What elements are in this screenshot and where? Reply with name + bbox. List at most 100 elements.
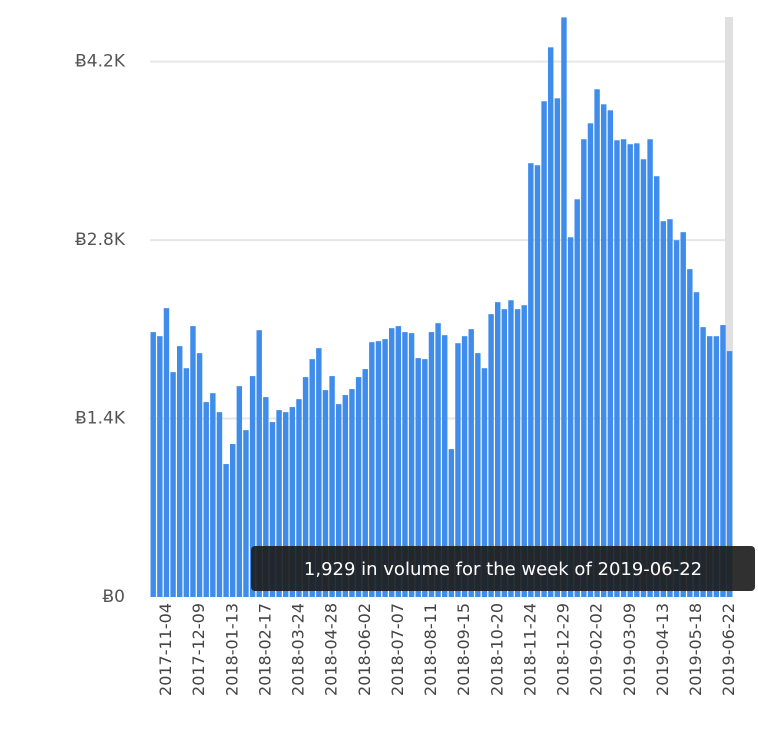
tooltip: 1,929 in volume for the week of 2019-06-… [251,546,755,591]
bar [614,140,620,597]
bar [594,89,600,598]
bar [150,332,156,597]
x-tick-label: 2019-02-02 [587,603,606,696]
bar [210,393,216,597]
bar [289,407,296,597]
bar [223,464,229,597]
bar [428,332,435,597]
bar [442,335,448,597]
bar [283,412,289,597]
bar [276,410,282,597]
bar [687,269,693,597]
bar [296,399,302,597]
bar [342,395,349,597]
bar [269,422,276,597]
bar [700,327,706,597]
bar [548,47,554,598]
x-tick-label: 2018-04-28 [322,603,341,696]
x-tick-label: 2017-11-04 [156,603,175,696]
bar [336,404,342,597]
bar [415,358,421,597]
bar [514,309,521,597]
bar [203,402,209,597]
x-tick-label: 2018-11-24 [520,603,539,696]
bar [461,336,468,597]
y-tick-label: Ƀ1.4K [75,409,126,429]
bar [508,300,514,597]
x-tick-label: 2019-03-09 [620,603,639,696]
bar [455,343,461,597]
x-tick-label: 2019-06-22 [719,603,738,696]
bar [236,386,243,597]
bar [375,341,382,597]
bar [157,336,163,597]
bar [673,240,680,597]
bar [713,336,720,597]
bar [435,323,441,597]
bar [316,348,322,597]
bar [243,430,249,597]
x-tick-label: 2018-02-17 [255,603,274,696]
x-tick-label: 2018-03-24 [289,603,308,696]
x-tick-label: 2018-01-13 [222,603,241,696]
x-tick-label: 2018-09-15 [454,603,473,696]
bar [607,110,614,598]
bar [720,325,726,597]
bar [468,329,474,597]
bar [216,412,223,597]
bar [501,309,508,597]
bar [177,346,183,597]
x-tick-label: 2018-10-20 [487,603,506,696]
x-tick-label: 2019-05-18 [686,603,705,696]
bar [634,143,640,598]
bar [680,232,686,597]
bar [362,369,368,597]
bar [574,199,580,598]
bar [163,308,170,597]
x-tick-label: 2017-12-09 [189,603,208,696]
bar [369,342,375,597]
bar [567,237,574,597]
bar [627,144,633,597]
bar [249,376,256,597]
bar [302,377,309,597]
bar [495,302,501,597]
x-tick-label: 2018-06-02 [355,603,374,696]
bar [190,326,196,597]
bar [640,159,647,597]
bar [647,139,653,597]
bar [667,219,673,597]
bar [230,444,236,597]
bar [481,368,488,597]
bar [521,305,527,597]
y-tick-label: Ƀ2.8K [75,230,126,250]
bar [654,176,660,597]
x-tick-label: 2019-04-13 [653,603,672,696]
bar [389,328,395,597]
bar [402,332,408,597]
y-tick-label: Ƀ0 [103,587,125,607]
bar [355,377,362,597]
x-tick-label: 2018-07-07 [388,603,407,696]
y-tick-label: Ƀ4.2K [75,52,126,72]
bar [196,353,203,597]
bar [408,333,415,597]
bar [528,163,534,597]
bar [488,314,494,597]
bar [395,326,402,597]
bar [561,17,567,597]
bar [587,123,594,598]
bar [170,372,176,597]
bar [183,368,190,597]
bar [726,351,733,597]
bar [448,449,455,597]
bar [349,389,355,597]
bar [707,336,713,597]
bar [256,330,262,597]
bar [382,339,388,597]
bar [601,104,607,598]
tooltip-text: 1,929 in volume for the week of 2019-06-… [304,559,702,580]
bar [475,353,481,597]
bar [329,376,335,597]
bar [422,359,428,597]
